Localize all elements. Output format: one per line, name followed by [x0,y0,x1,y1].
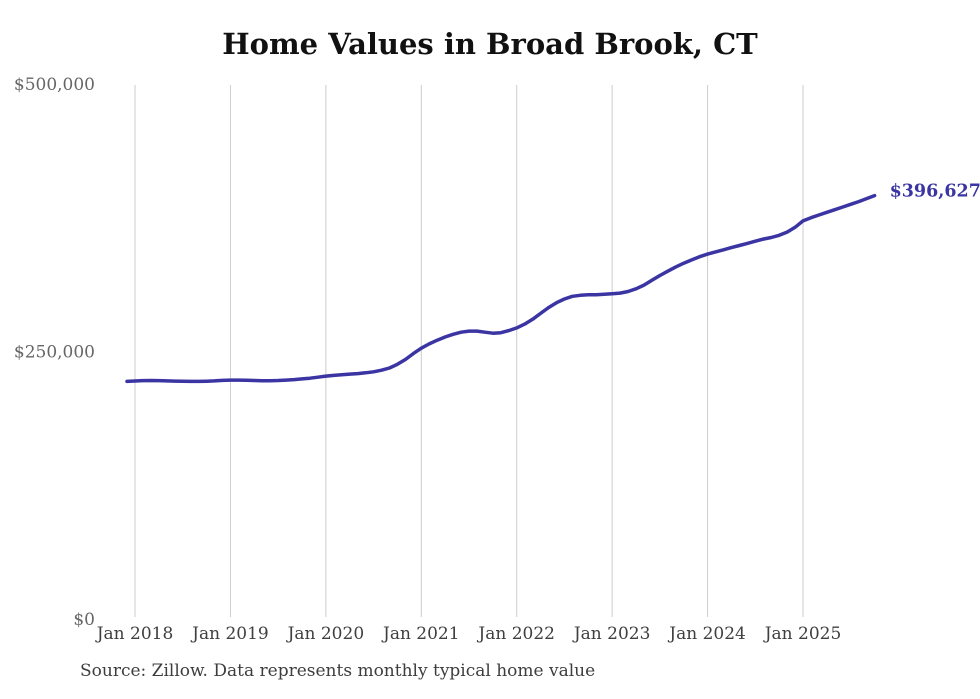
y-tick-label: $250,000 [14,343,95,363]
x-tick-label: Jan 2020 [286,624,365,644]
chart-title: Home Values in Broad Brook, CT [222,27,758,61]
y-tick-label: $0 [73,610,95,630]
value-line [125,193,877,384]
x-tick-label: Jan 2018 [95,624,174,644]
home-values-line-chart: Jan 2018 Jan 2019 Jan 2020 Jan 2021 Jan 2022… [14,75,980,644]
x-tick-label: Jan 2023 [572,624,651,644]
x-tick-label: Jan 2025 [763,624,842,644]
source-note: Source: Zillow. Data represents monthly … [80,661,596,681]
x-tick-label: Jan 2022 [476,624,555,644]
x-tick-label: Jan 2021 [381,624,460,644]
x-tick-label: Jan 2019 [190,624,269,644]
end-value-label: $396,627 [890,182,980,202]
y-tick-label: $500,000 [14,75,95,95]
x-tick-label: Jan 2024 [667,624,746,644]
